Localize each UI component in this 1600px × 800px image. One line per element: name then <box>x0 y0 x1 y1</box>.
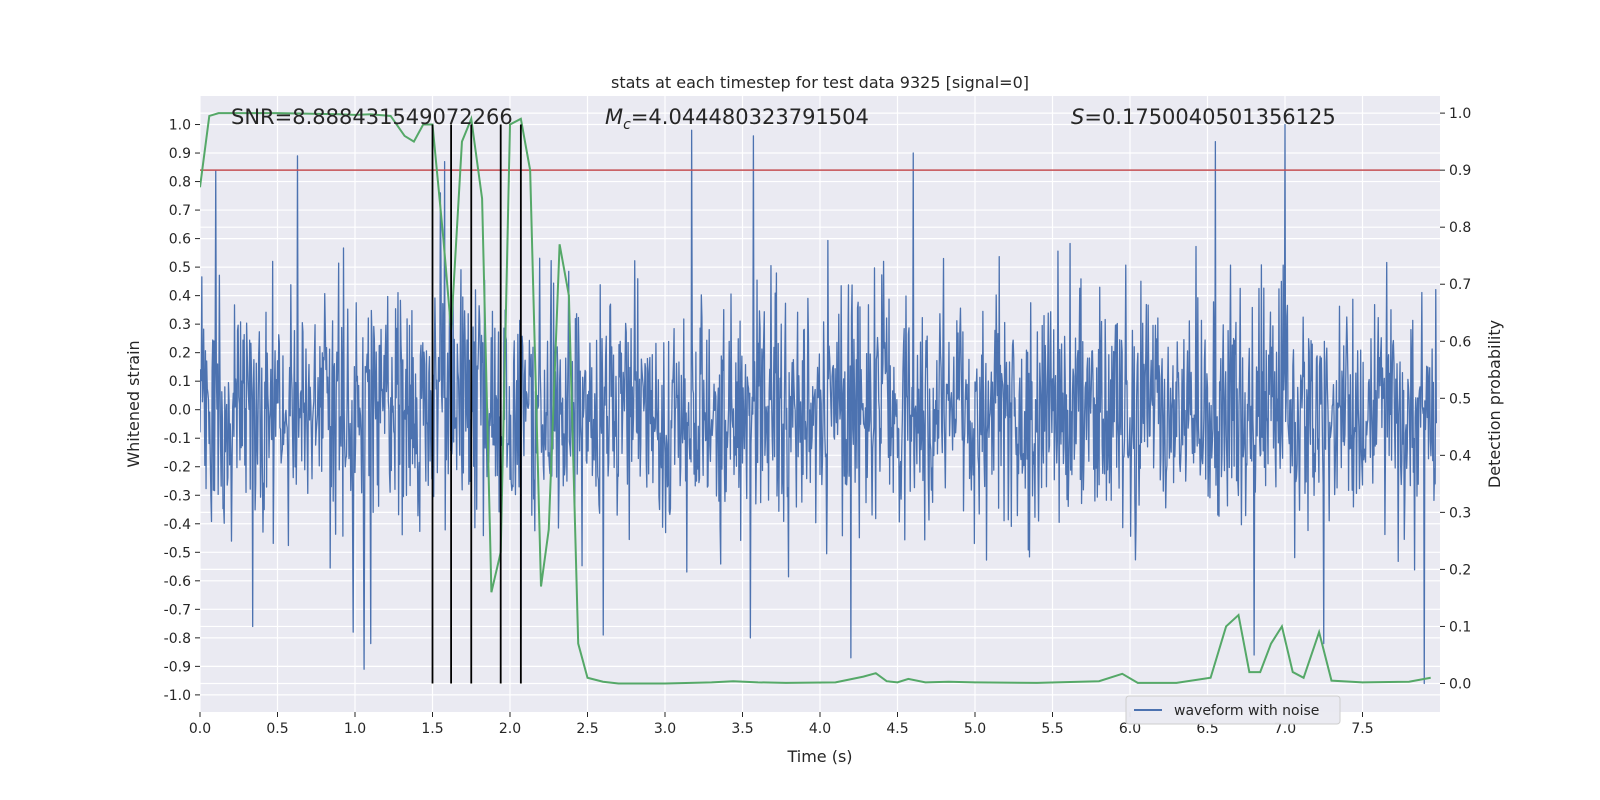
y-tick-label: 0.5 <box>169 260 191 276</box>
y-tick-label: -0.1 <box>164 431 191 447</box>
x-ticks: 0.0 0.5 1.0 1.5 2.0 2.5 3.0 3.5 4.0 4.5 5.0 5.5 6.0 6… <box>189 712 1374 737</box>
y-tick-label: 1.0 <box>169 118 191 134</box>
x-axis-title: Time (s) <box>786 747 852 766</box>
x-tick-label: 0.5 <box>266 721 288 737</box>
x-tick-label: 1.0 <box>344 721 366 737</box>
y-right-tick-label: 0.1 <box>1449 619 1471 635</box>
y-tick-label: -0.4 <box>164 517 191 533</box>
y-tick-label: 0.3 <box>169 317 191 333</box>
y-tick-label: 0.9 <box>169 146 191 162</box>
x-tick-label: 6.0 <box>1119 721 1141 737</box>
x-tick-label: 1.5 <box>421 721 443 737</box>
waveform-series <box>200 123 1438 685</box>
y-tick-label: 0.2 <box>169 346 191 362</box>
probability-series <box>200 112 1440 685</box>
legend: waveform with noise <box>1125 695 1341 725</box>
y-right-tick-label: 0.5 <box>1449 391 1471 407</box>
y-ticks-left: 1.0 0.9 0.8 0.7 0.6 0.5 0.4 0.3 0.2 0.1 0.0 -0.1 -0.… <box>164 118 200 704</box>
y-tick-label: 0.0 <box>169 403 191 419</box>
y-tick-label: -0.2 <box>164 460 191 476</box>
mc-subscript: c <box>623 117 631 133</box>
y-right-tick-label: 0.9 <box>1449 163 1471 179</box>
y-axis-right-title: Detection probability <box>1485 320 1504 488</box>
mc-value: =4.044480323791504 <box>631 105 869 129</box>
x-tick-label: 2.0 <box>499 721 521 737</box>
y-axis-title: Whitened strain <box>124 340 143 467</box>
y-tick-label: -0.3 <box>164 488 191 504</box>
y-tick-label: -0.7 <box>164 602 191 618</box>
legend-box <box>1125 695 1341 725</box>
x-tick-label: 3.5 <box>731 721 753 737</box>
s-value: =0.1750040501356125 <box>1084 105 1335 129</box>
y-tick-label: -1.0 <box>164 688 191 704</box>
y-tick-label: -0.5 <box>164 545 191 561</box>
y-right-tick-label: 0.8 <box>1449 220 1471 236</box>
y-right-tick-label: 0.0 <box>1449 676 1471 692</box>
s-annotation: S=0.1750040501356125 <box>1071 105 1336 129</box>
y-tick-label: 0.8 <box>169 175 191 191</box>
y-tick-label: 0.6 <box>169 232 191 248</box>
y-ticks-right: 1.0 0.9 0.8 0.7 0.6 0.5 0.4 0.3 0.2 0.1 0.0 <box>1440 106 1471 692</box>
waveform-line <box>200 123 1438 685</box>
legend-label: waveform with noise <box>1174 703 1319 719</box>
x-tick-label: 2.5 <box>576 721 598 737</box>
snr-annotation: SNR=8.888431549072266 <box>231 105 513 129</box>
chirp-mass-annotation: Mc=4.044480323791504 <box>605 105 869 133</box>
y-right-tick-label: 0.4 <box>1449 448 1471 464</box>
y-tick-label: -0.9 <box>164 659 191 675</box>
x-tick-label: 5.0 <box>964 721 986 737</box>
y-right-tick-label: 0.2 <box>1449 562 1471 578</box>
x-tick-label: 7.0 <box>1274 721 1296 737</box>
mc-symbol: M <box>605 105 623 129</box>
y-tick-label: -0.6 <box>164 574 191 590</box>
probability-line <box>200 112 1431 685</box>
y-right-tick-label: 0.6 <box>1449 334 1471 350</box>
x-tick-label: 4.0 <box>809 721 831 737</box>
y-right-tick-label: 1.0 <box>1449 106 1471 122</box>
x-tick-label: 4.5 <box>886 721 908 737</box>
x-tick-label: 6.5 <box>1196 721 1218 737</box>
y-right-tick-label: 0.7 <box>1449 277 1471 293</box>
x-tick-label: 3.0 <box>654 721 676 737</box>
y-tick-label: -0.8 <box>164 631 191 647</box>
y-tick-label: 0.7 <box>169 203 191 219</box>
chart-title: stats at each timestep for test data 932… <box>611 73 1029 92</box>
y-right-tick-label: 0.3 <box>1449 505 1471 521</box>
x-tick-label: 7.5 <box>1351 721 1373 737</box>
x-tick-label: 0.0 <box>189 721 211 737</box>
s-symbol: S <box>1071 105 1084 129</box>
x-tick-label: 5.5 <box>1041 721 1063 737</box>
y-tick-label: 0.4 <box>169 289 191 305</box>
y-tick-label: 0.1 <box>169 374 191 390</box>
vertical-markers <box>431 124 522 684</box>
